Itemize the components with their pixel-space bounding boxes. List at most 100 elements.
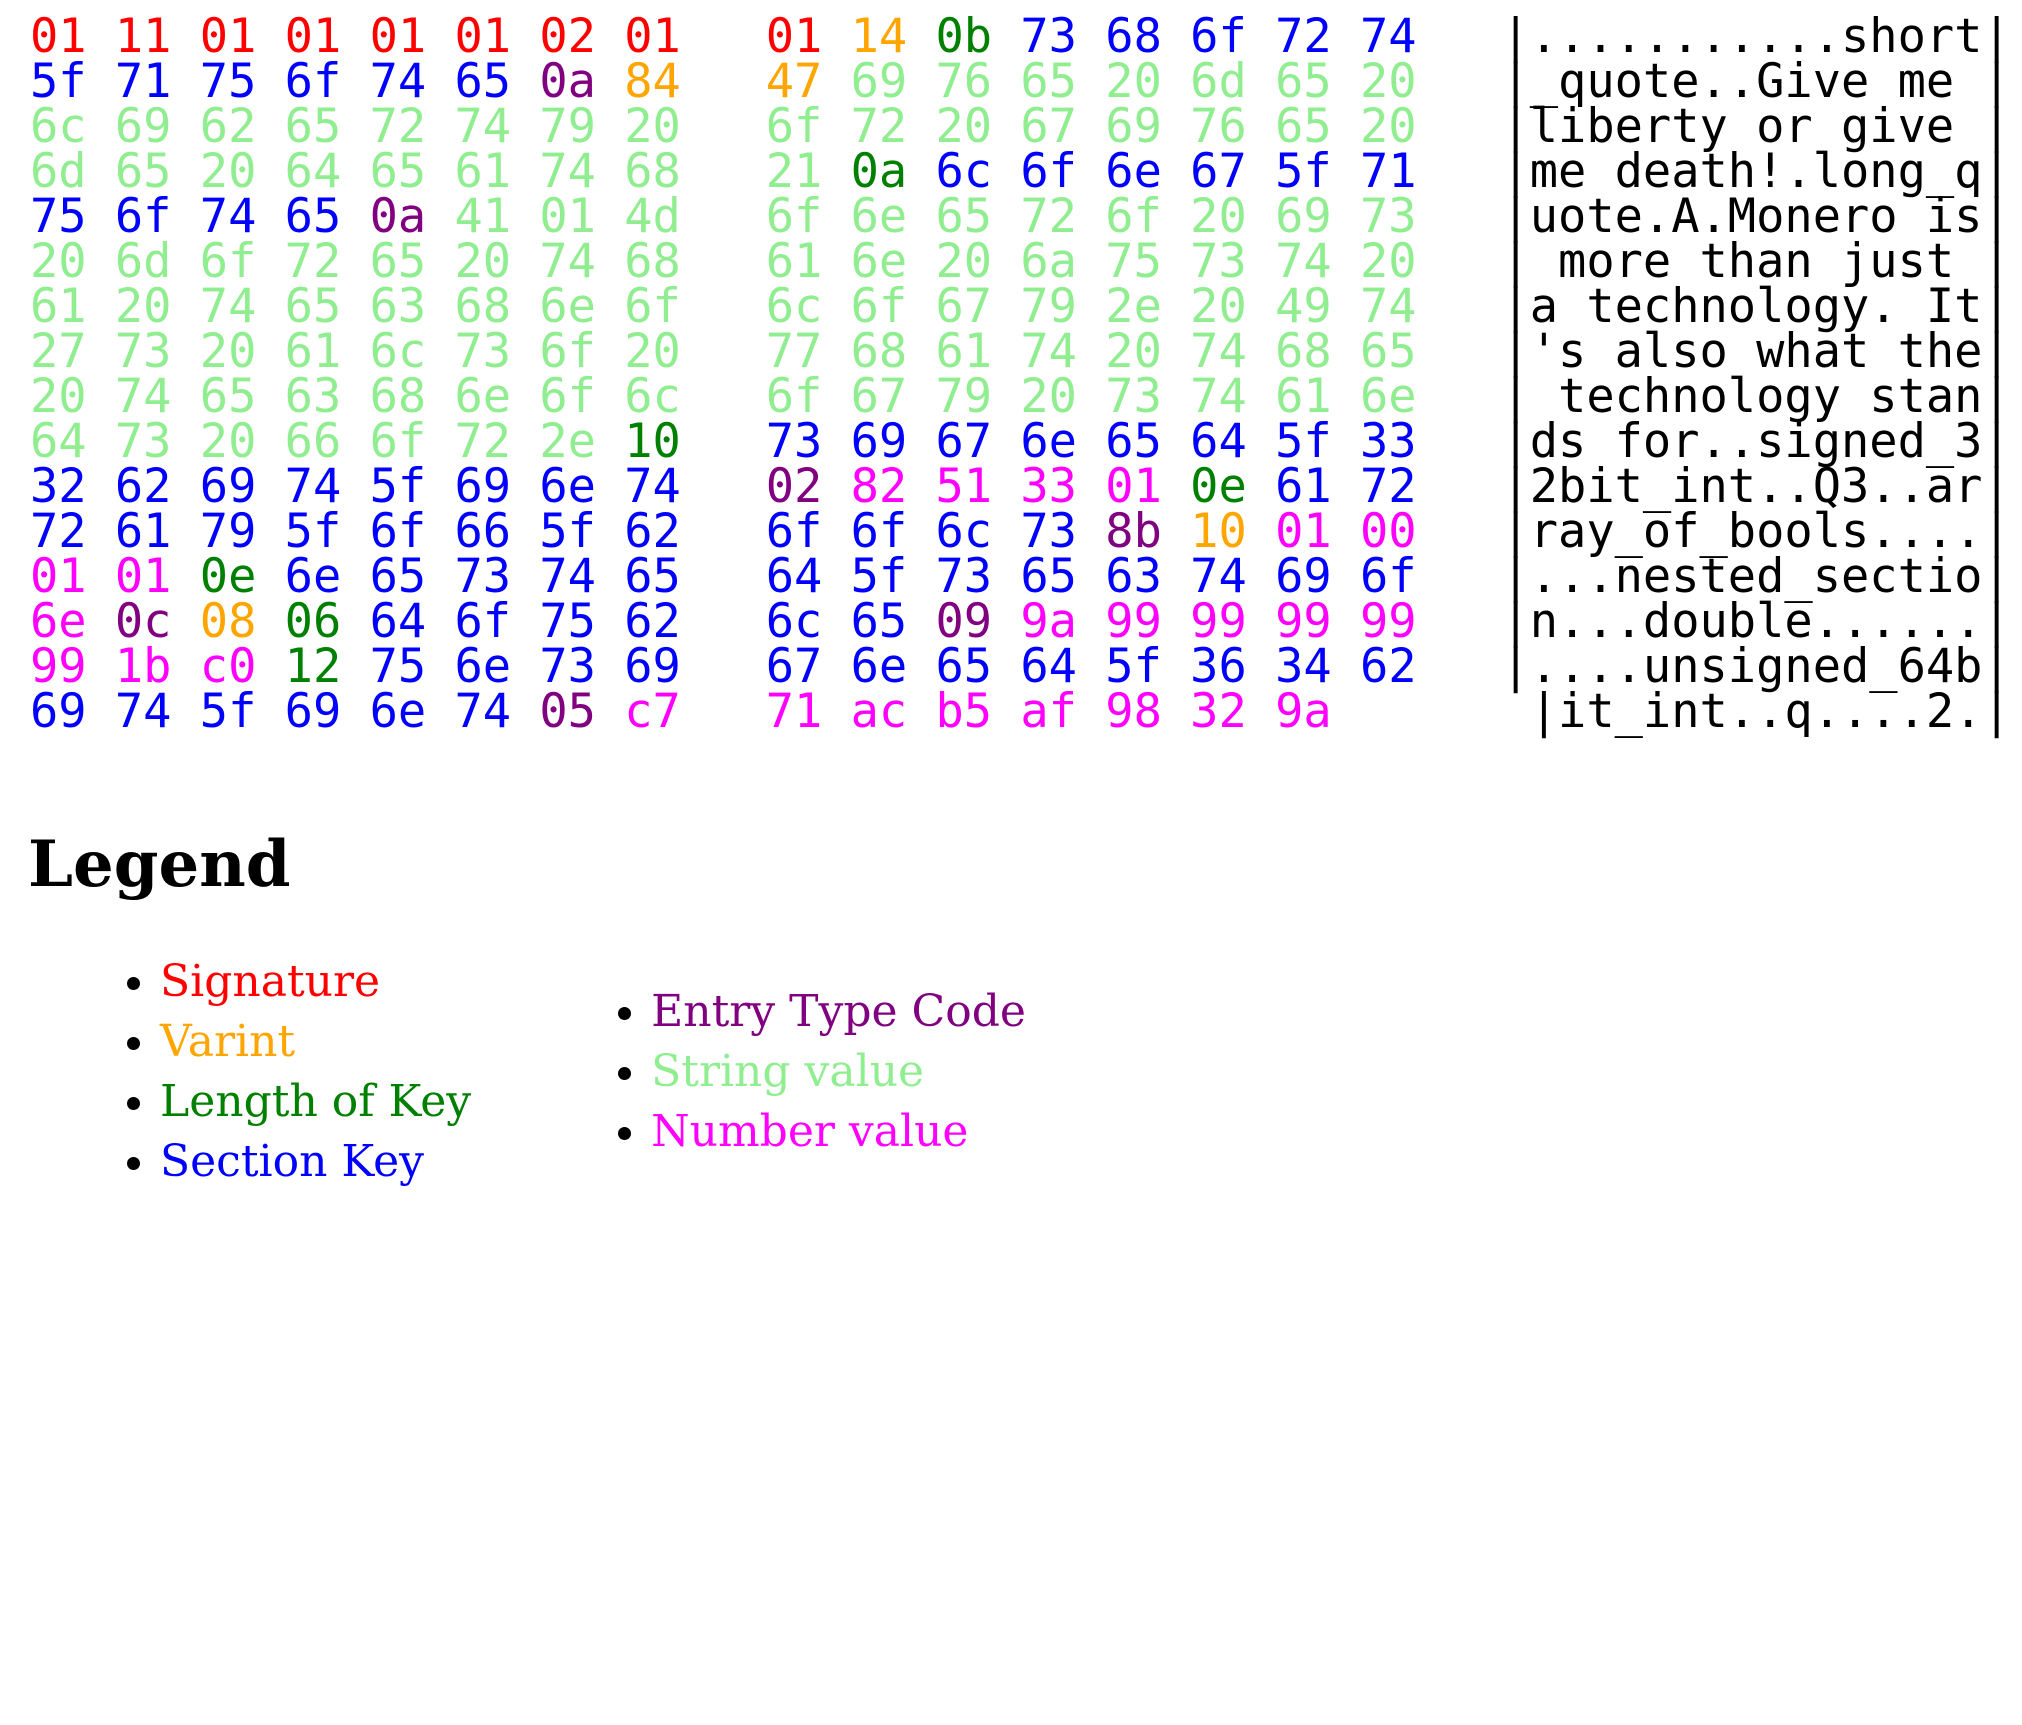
hex-byte: 61 bbox=[454, 144, 512, 199]
hex-byte: 6d bbox=[30, 144, 87, 199]
hex-byte: 74 bbox=[1190, 549, 1247, 604]
hex-byte: 01 bbox=[1105, 459, 1162, 514]
hex-byte: 72 bbox=[850, 99, 908, 154]
hex-byte: 6f bbox=[624, 279, 681, 334]
legend-item-label: String value bbox=[651, 1046, 925, 1098]
hex-byte: 33 bbox=[1020, 459, 1077, 514]
legend-item-signature: Signature bbox=[160, 952, 471, 1012]
hex-byte: 74 bbox=[199, 189, 257, 244]
hex-byte: 6c bbox=[624, 369, 681, 424]
hex-byte: 6f bbox=[369, 504, 427, 559]
hex-byte: 77 bbox=[765, 324, 823, 379]
hex-byte: 21 bbox=[765, 144, 823, 199]
hex-row: 64 73 20 66 6f 72 2e 10 73 69 67 6e 65 6… bbox=[30, 418, 2022, 465]
hex-byte: 74 bbox=[539, 234, 596, 289]
hex-byte: 01 bbox=[1275, 504, 1332, 559]
hex-byte: 01 bbox=[30, 9, 87, 64]
hex-byte: 74 bbox=[1359, 9, 1417, 64]
hex-byte: 9a bbox=[1020, 594, 1077, 649]
hex-row: 01 11 01 01 01 01 02 01 01 14 0b 73 68 6… bbox=[30, 13, 2022, 60]
hex-row: 20 74 65 63 68 6e 6f 6c 6f 67 79 20 73 7… bbox=[30, 373, 2022, 420]
hex-byte: 73 bbox=[1020, 9, 1077, 64]
hex-byte: 69 bbox=[284, 684, 342, 739]
hex-byte: 72 bbox=[454, 414, 512, 469]
ascii-column: |me death!.long_q| bbox=[1501, 144, 2011, 199]
hex-byte: 6f bbox=[850, 279, 908, 334]
hex-byte: 6a bbox=[1020, 234, 1077, 289]
hex-byte: 6f bbox=[199, 234, 257, 289]
hex-byte: 99 bbox=[1105, 594, 1162, 649]
hex-byte: 98 bbox=[1105, 684, 1162, 739]
hex-byte: 71 bbox=[114, 54, 172, 109]
hex-byte: 73 bbox=[454, 549, 512, 604]
ascii-column: |...nested_sectio| bbox=[1501, 549, 2011, 604]
hex-byte: 73 bbox=[935, 549, 993, 604]
hex-byte: 65 bbox=[1020, 549, 1077, 604]
hex-byte: 74 bbox=[284, 459, 342, 514]
hex-byte: 20 bbox=[1359, 54, 1417, 109]
ascii-column: |uote.A.Monero is| bbox=[1501, 189, 2011, 244]
hex-byte: 65 bbox=[1275, 99, 1332, 154]
hex-byte: 01 bbox=[624, 9, 681, 64]
hex-byte: 20 bbox=[199, 414, 257, 469]
hex-byte: 0e bbox=[199, 549, 257, 604]
hex-byte: 64 bbox=[765, 549, 823, 604]
hex-byte: 66 bbox=[454, 504, 512, 559]
hex-byte: 62 bbox=[199, 99, 257, 154]
hex-byte: 72 bbox=[369, 99, 427, 154]
hex-byte: 20 bbox=[624, 324, 681, 379]
hex-byte: 72 bbox=[1020, 189, 1077, 244]
hex-byte: 74 bbox=[1190, 369, 1247, 424]
hex-byte: 12 bbox=[284, 639, 342, 694]
hex-byte: 20 bbox=[30, 369, 87, 424]
hex-byte: 74 bbox=[1359, 279, 1417, 334]
hex-byte: 0b bbox=[935, 9, 993, 64]
hex-row: 5f 71 75 6f 74 65 0a 84 47 69 76 65 20 6… bbox=[30, 58, 2022, 105]
hex-byte: 34 bbox=[1275, 639, 1332, 694]
hex-byte: 82 bbox=[850, 459, 908, 514]
hex-row: 20 6d 6f 72 65 20 74 68 61 6e 20 6a 75 7… bbox=[30, 238, 2022, 285]
ascii-column: |ds for..signed_3| bbox=[1501, 414, 2011, 469]
hex-byte: 6d bbox=[1190, 54, 1247, 109]
hex-byte: 5f bbox=[199, 684, 257, 739]
hex-byte: 32 bbox=[1190, 684, 1247, 739]
hex-byte: 72 bbox=[1275, 9, 1332, 64]
ascii-column: |n...double......| bbox=[1501, 594, 2011, 649]
hex-row: 6e 0c 08 06 64 6f 75 62 6c 65 09 9a 99 9… bbox=[30, 598, 2022, 645]
hex-byte: 02 bbox=[539, 9, 596, 64]
hex-byte: 6e bbox=[1359, 369, 1417, 424]
hex-byte: 65 bbox=[624, 549, 681, 604]
ascii-column: |a technology. It| bbox=[1501, 279, 2011, 334]
hex-byte: 6e bbox=[850, 639, 908, 694]
hex-byte: 68 bbox=[1275, 324, 1332, 379]
hex-byte: 65 bbox=[284, 189, 342, 244]
hex-byte: 62 bbox=[624, 504, 681, 559]
hex-byte: 79 bbox=[1020, 279, 1077, 334]
hex-byte: 62 bbox=[114, 459, 172, 514]
legend-item-label: Varint bbox=[160, 1016, 296, 1068]
hex-byte: 00 bbox=[1359, 504, 1417, 559]
hex-byte: c7 bbox=[624, 684, 681, 739]
hex-byte: 68 bbox=[369, 369, 427, 424]
hex-byte: 67 bbox=[935, 279, 993, 334]
legend-item-label: Entry Type Code bbox=[651, 986, 1026, 1038]
hex-byte: 74 bbox=[1020, 324, 1077, 379]
ascii-column: |liberty or give | bbox=[1501, 99, 2011, 154]
hex-byte: 64 bbox=[1020, 639, 1077, 694]
hex-byte: 73 bbox=[454, 324, 512, 379]
hex-byte: 99 bbox=[1275, 594, 1332, 649]
hex-byte: 99 bbox=[1190, 594, 1247, 649]
hex-byte: 65 bbox=[935, 639, 993, 694]
hex-byte: 75 bbox=[199, 54, 257, 109]
hex-byte: 65 bbox=[369, 144, 427, 199]
hex-byte: 69 bbox=[454, 459, 512, 514]
hex-byte: 64 bbox=[30, 414, 87, 469]
hex-byte: 6e bbox=[539, 279, 596, 334]
hex-byte: 6f bbox=[1359, 549, 1417, 604]
hex-row: 75 6f 74 65 0a 41 01 4d 6f 6e 65 72 6f 2… bbox=[30, 193, 2022, 240]
hex-byte: 73 bbox=[1190, 234, 1247, 289]
legend-lists: Signature Varint Length of Key Section K… bbox=[0, 952, 2022, 1192]
hex-byte: 64 bbox=[369, 594, 427, 649]
hex-byte: 41 bbox=[454, 189, 512, 244]
hex-byte: 64 bbox=[1190, 414, 1247, 469]
